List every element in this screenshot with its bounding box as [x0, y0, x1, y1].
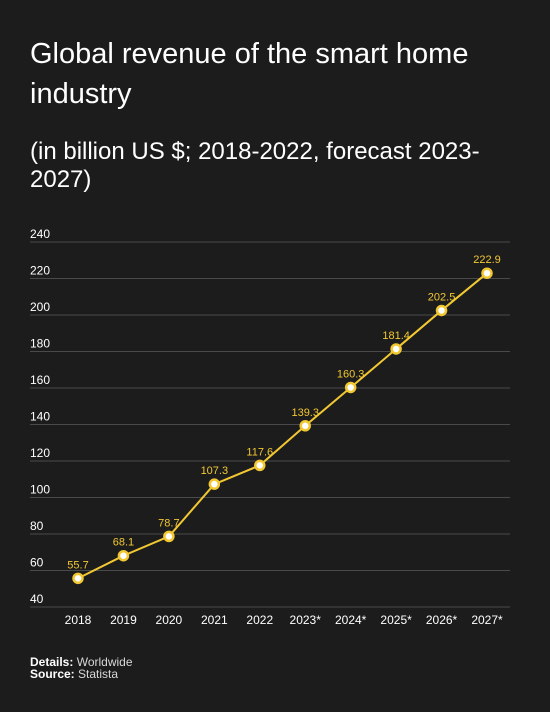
source-label: Source: — [30, 667, 75, 681]
details-label: Details: — [30, 655, 74, 669]
data-labels: 55.7 68.1 78.7 107.3 117.6 139.3 160.3 181.4 202… — [67, 254, 500, 571]
y-axis-ticks: 40 60 80 100 120 140 160 180 200 220 240 — [30, 227, 50, 606]
x-tick-label: 2019 — [110, 613, 137, 627]
y-tick-label: 80 — [30, 519, 44, 533]
y-tick-label: 240 — [30, 227, 50, 241]
data-label: 68.1 — [113, 537, 134, 549]
chart-subtitle: (in billion US $; 2018-2022, forecast 20… — [30, 138, 480, 193]
y-tick-label: 200 — [30, 300, 50, 314]
x-tick-label: 2020 — [156, 613, 183, 627]
data-point — [344, 381, 357, 394]
x-tick-label: 2021 — [201, 613, 228, 627]
x-tick-label: 2026* — [426, 613, 458, 627]
y-tick-label: 160 — [30, 373, 50, 387]
gridlines — [30, 241, 510, 608]
data-point — [390, 343, 402, 355]
data-point — [208, 478, 221, 490]
data-label: 202.5 — [428, 291, 456, 303]
data-point — [72, 572, 84, 585]
data-label: 160.3 — [337, 368, 365, 380]
data-label: 117.6 — [246, 446, 273, 458]
data-label: 181.4 — [382, 330, 410, 342]
data-label: 107.3 — [201, 465, 229, 477]
data-point — [254, 459, 266, 472]
x-tick-label: 2025* — [380, 613, 412, 627]
data-label: 78.7 — [158, 517, 179, 529]
source-value: Statista — [78, 667, 119, 681]
data-point — [481, 267, 493, 279]
chart-footer: Details: Worldwide Source: Statista — [30, 656, 133, 680]
data-point — [163, 530, 175, 543]
x-tick-label: 2027* — [471, 613, 503, 627]
y-tick-label: 100 — [30, 483, 50, 497]
data-label: 55.7 — [67, 559, 88, 571]
data-points — [72, 267, 493, 585]
source-line: Source: Statista — [30, 668, 133, 680]
x-tick-label: 2023* — [290, 613, 322, 627]
data-label: 222.9 — [473, 254, 501, 266]
data-point — [435, 304, 448, 317]
data-point — [117, 549, 130, 562]
y-tick-label: 60 — [30, 556, 44, 570]
data-label: 139.3 — [291, 407, 319, 419]
series-line — [77, 272, 488, 580]
x-tick-label: 2024* — [335, 613, 367, 627]
y-tick-label: 220 — [30, 264, 50, 278]
series-line-layer — [77, 272, 488, 580]
x-axis-ticks: 2018 2019 2020 2021 2022 2023* 2024* 2025* 2026*… — [65, 613, 503, 627]
data-point — [299, 420, 311, 432]
details-value: Worldwide — [76, 655, 133, 669]
y-tick-label: 40 — [30, 592, 44, 606]
details-line: Details: Worldwide — [30, 656, 133, 668]
y-tick-label: 140 — [30, 410, 50, 424]
y-tick-label: 180 — [30, 337, 50, 351]
chart-title: Global revenue of the smart home industr… — [30, 38, 469, 110]
x-tick-label: 2022 — [246, 613, 273, 627]
y-tick-label: 120 — [30, 446, 50, 460]
x-tick-label: 2018 — [65, 613, 92, 627]
